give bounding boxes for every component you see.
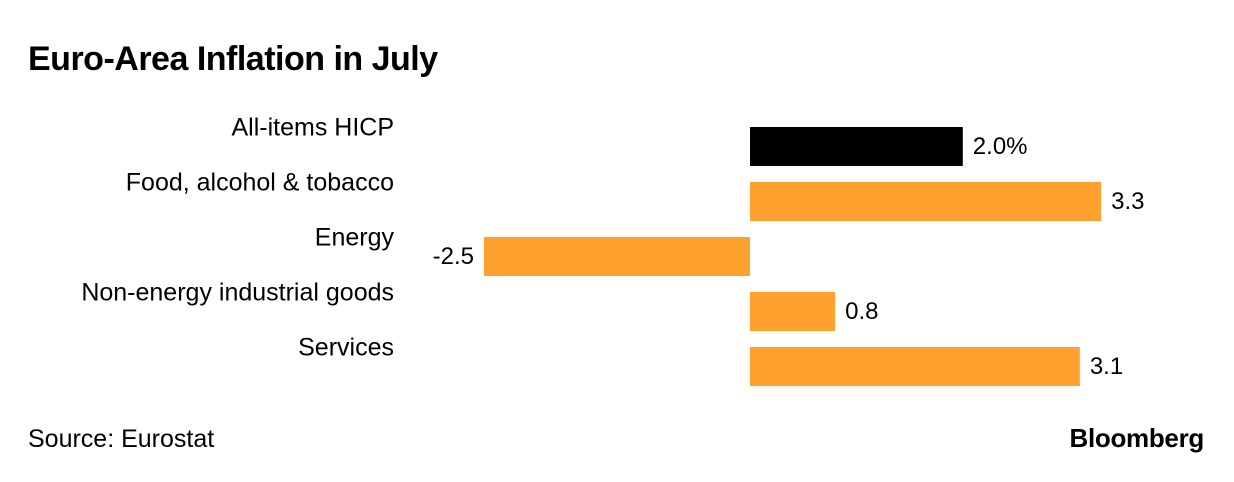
source-note: Source: Eurostat <box>28 425 215 453</box>
value-label: 3.1 <box>1090 353 1123 380</box>
category-label: Services <box>298 334 394 362</box>
category-label: Energy <box>315 224 395 252</box>
bar <box>750 347 1080 386</box>
bar <box>750 127 963 166</box>
bloomberg-logo: Bloomberg <box>1069 423 1204 453</box>
value-label: -2.5 <box>433 243 474 270</box>
value-label: 2.0% <box>973 133 1028 160</box>
bar <box>750 182 1102 221</box>
category-label: Food, alcohol & tobacco <box>126 169 394 197</box>
bars-group: All-items HICP 2.0% Food, alcohol & tobacc… <box>81 114 1144 386</box>
bar <box>750 292 836 331</box>
bar <box>484 237 750 276</box>
value-label: 3.3 <box>1111 188 1144 215</box>
category-label: All-items HICP <box>231 114 394 142</box>
category-label: Non-energy industrial goods <box>81 279 394 307</box>
value-label: 0.8 <box>845 298 878 325</box>
chart-title: Euro-Area Inflation in July <box>28 40 438 78</box>
